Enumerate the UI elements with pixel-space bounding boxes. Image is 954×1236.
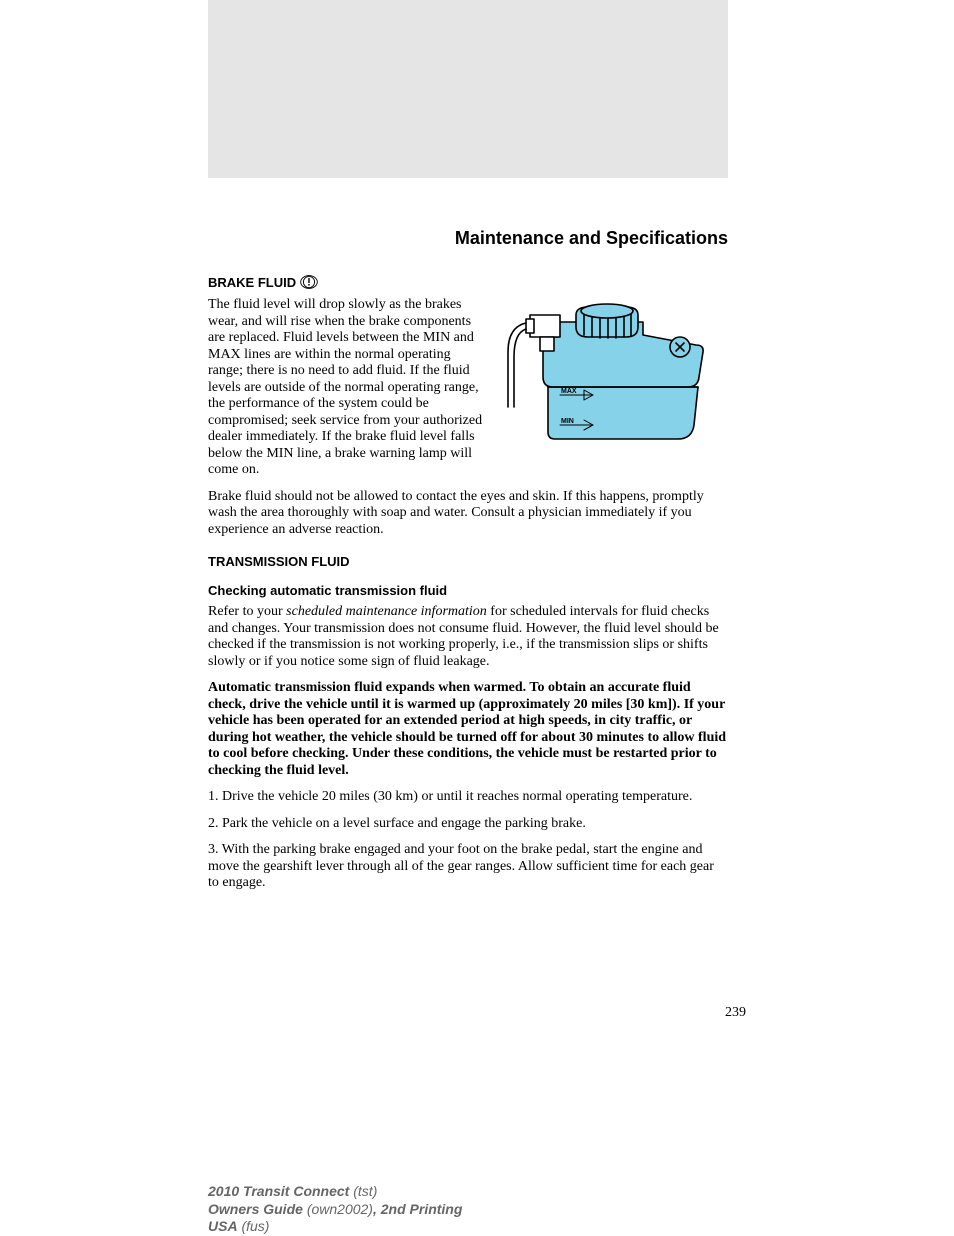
footer: 2010 Transit Connect (tst) Owners Guide …: [208, 1183, 462, 1236]
transmission-heading: TRANSMISSION FLUID: [208, 554, 728, 569]
footer-l1-rest: (tst): [349, 1183, 377, 1199]
footer-line3: USA (fus): [208, 1218, 462, 1236]
trans-step3: 3. With the parking brake engaged and yo…: [208, 842, 728, 892]
trans-p2-bold: Automatic transmission fluid expands whe…: [208, 680, 728, 779]
trans-step1: 1. Drive the vehicle 20 miles (30 km) or…: [208, 789, 728, 806]
brake-fluid-heading: BRAKE FLUID: [208, 273, 728, 291]
footer-l3-bold: USA: [208, 1218, 238, 1234]
brake-fluid-section: MAX MIN The fluid level will drop slowly…: [208, 297, 728, 489]
trans-step2: 2. Park the vehicle on a level surface a…: [208, 816, 728, 833]
footer-l2b: (own2002): [307, 1201, 373, 1217]
max-label: MAX: [561, 388, 577, 395]
min-label: MIN: [561, 418, 574, 425]
footer-l3-rest: (fus): [238, 1218, 270, 1234]
brake-p2: Brake fluid should not be allowed to con…: [208, 489, 728, 539]
footer-l1-bold: 2010 Transit Connect: [208, 1183, 349, 1199]
brake-fluid-heading-text: BRAKE FLUID: [208, 275, 296, 290]
chapter-title: Maintenance and Specifications: [208, 228, 728, 249]
page-content: Maintenance and Specifications BRAKE FLU…: [208, 228, 728, 902]
footer-line1: 2010 Transit Connect (tst): [208, 1183, 462, 1201]
brake-reservoir-diagram: MAX MIN: [498, 297, 728, 472]
footer-line2: Owners Guide (own2002), 2nd Printing: [208, 1201, 462, 1219]
trans-p1-italic: scheduled maintenance information: [286, 604, 487, 619]
footer-l2a: Owners Guide: [208, 1201, 307, 1217]
header-gray-block: [208, 0, 728, 178]
trans-p1: Refer to your scheduled maintenance info…: [208, 604, 728, 670]
safety-exclamation-icon: [300, 273, 318, 291]
trans-p1-prefix: Refer to your: [208, 604, 286, 619]
footer-l2c: , 2nd Printing: [373, 1201, 462, 1217]
trans-sub-heading: Checking automatic transmission fluid: [208, 583, 728, 598]
page-number: 239: [725, 1005, 746, 1021]
